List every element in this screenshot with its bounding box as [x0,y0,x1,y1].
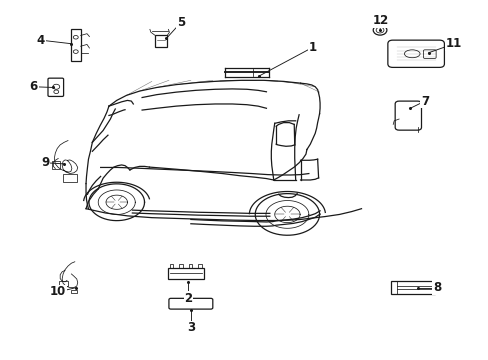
Text: 12: 12 [372,14,388,27]
Text: 4: 4 [37,33,45,47]
Bar [71,29,81,60]
Bar [169,264,173,268]
Text: 11: 11 [445,37,461,50]
Bar [390,281,434,294]
Bar [434,284,439,291]
Text: 10: 10 [50,285,66,298]
Text: 6: 6 [30,80,38,93]
Bar [63,174,77,182]
Text: 3: 3 [186,321,195,334]
Bar [167,268,204,279]
Text: 5: 5 [177,16,185,29]
Bar [71,290,77,293]
Bar [179,264,183,268]
Text: 2: 2 [184,292,192,305]
Bar [155,35,167,47]
Text: 1: 1 [308,41,316,54]
Text: 8: 8 [432,281,440,294]
Bar [188,264,192,268]
Bar [198,264,202,268]
Bar [52,161,60,169]
Bar [59,281,68,286]
Text: 7: 7 [420,95,428,108]
Text: 9: 9 [41,156,50,169]
